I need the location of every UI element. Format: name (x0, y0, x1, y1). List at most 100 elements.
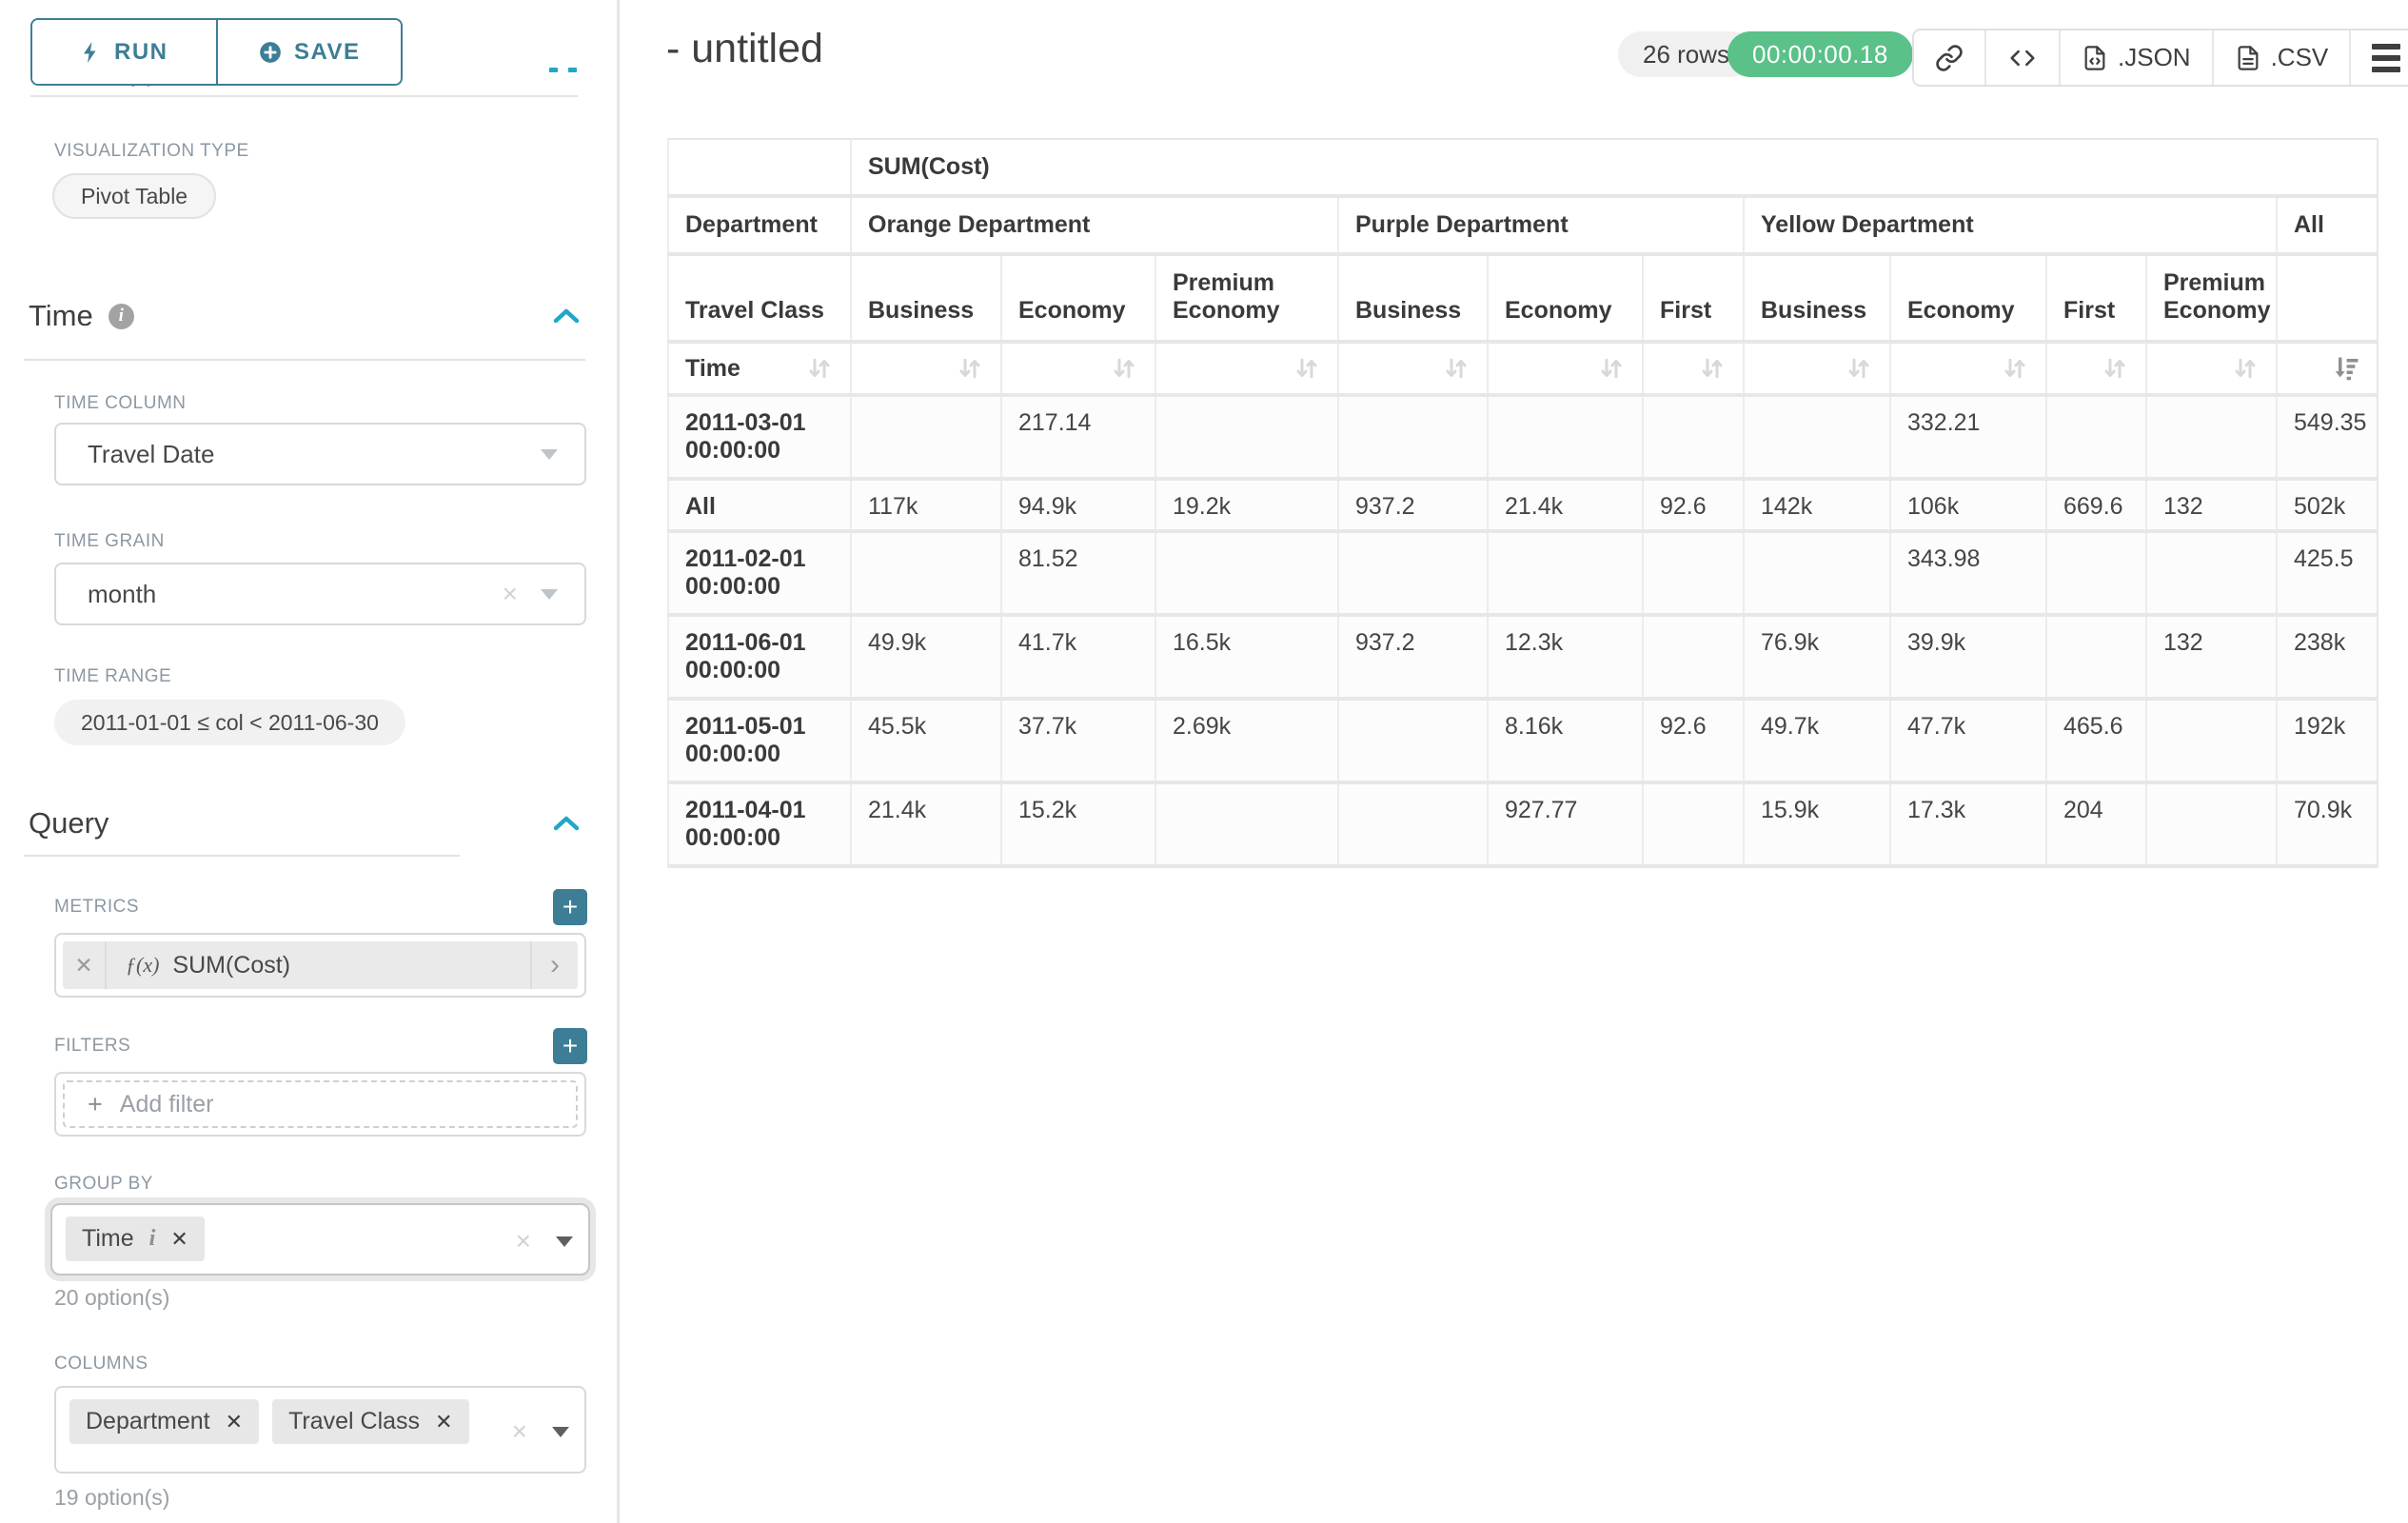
export-json-button[interactable]: .JSON (2059, 30, 2212, 85)
cell: 39.9k (1889, 615, 2046, 701)
cell: 465.6 (2045, 699, 2146, 784)
more-menu-button[interactable] (2349, 30, 2408, 85)
filters-label: FILTERS (54, 1036, 131, 1056)
class-header: First (2045, 254, 2146, 344)
columns-select[interactable]: Department ✕ Travel Class ✕ × (54, 1386, 586, 1474)
export-csv-button[interactable]: .CSV (2211, 30, 2350, 85)
column-sort-cell[interactable] (1155, 342, 1338, 397)
cell: 37.7k (1000, 699, 1155, 784)
row-header: All (667, 479, 851, 533)
metric-header-row: SUM(Cost) (667, 139, 2378, 198)
caret-down-icon[interactable] (556, 1236, 573, 1247)
columns-chip-travel-class[interactable]: Travel Class ✕ (272, 1399, 469, 1444)
cell: 92.6 (1642, 479, 1744, 533)
cell (1743, 531, 1890, 617)
sort-arrows-icon (809, 358, 830, 379)
sort-arrows-icon (1702, 358, 1723, 379)
cell (1642, 615, 1744, 701)
chevron-up-icon (553, 816, 580, 831)
chevron-right-icon[interactable]: › (530, 941, 578, 989)
class-header: First (1642, 254, 1744, 344)
add-metric-button[interactable]: + (553, 889, 587, 925)
class-header (2275, 254, 2378, 344)
caret-down-icon[interactable] (552, 1426, 569, 1437)
cell (1642, 395, 1744, 481)
cell: 937.2 (1337, 615, 1488, 701)
run-button[interactable]: RUN (32, 20, 216, 84)
column-sort-cell-active[interactable] (2275, 342, 2378, 397)
run-button-label: RUN (114, 38, 168, 65)
cell: 45.5k (850, 699, 1001, 784)
clear-all-icon[interactable]: × (511, 1416, 527, 1446)
cell: 238k (2275, 615, 2378, 701)
chart-title[interactable]: - untitled (666, 26, 823, 71)
group-by-select[interactable]: Time i ✕ × (50, 1203, 590, 1276)
embed-code-button[interactable] (1984, 30, 2059, 85)
time-grain-value: month (88, 579, 157, 608)
remove-metric-icon[interactable]: ✕ (63, 941, 107, 989)
class-header: Economy (1889, 254, 2046, 344)
cell: 12.3k (1487, 615, 1643, 701)
query-section-collapse[interactable] (552, 814, 581, 833)
cell: 332.21 (1889, 395, 2046, 481)
remove-chip-icon[interactable]: ✕ (170, 1226, 188, 1251)
remove-chip-icon[interactable]: ✕ (225, 1409, 244, 1434)
query-section-title: Query (29, 806, 109, 840)
cell (1487, 395, 1643, 481)
cell: 927.77 (1487, 782, 1643, 868)
time-column-value: Travel Date (88, 439, 215, 468)
row-header: 2011-06-01 00:00:00 (667, 615, 851, 701)
cell: 94.9k (1000, 479, 1155, 533)
columns-chip-department[interactable]: Department ✕ (69, 1399, 260, 1444)
cell: 49.9k (850, 615, 1001, 701)
add-filter-button[interactable]: + Add filter (63, 1080, 578, 1128)
time-range-label: TIME RANGE (54, 666, 172, 686)
time-range-pill[interactable]: 2011-01-01 ≤ col < 2011-06-30 (54, 700, 405, 745)
time-column-select[interactable]: Travel Date (54, 423, 586, 485)
column-info-icon[interactable]: i (148, 1226, 156, 1251)
chart-panel: - untitled 26 rows 00:00:00.18 .JSON .CS… (620, 0, 2408, 1523)
cell: 70.9k (2275, 782, 2378, 868)
remove-chip-icon[interactable]: ✕ (435, 1409, 453, 1434)
info-icon[interactable]: i (108, 303, 134, 329)
cell (1487, 531, 1643, 617)
save-button[interactable]: SAVE (215, 20, 401, 84)
export-toolbar: .JSON .CSV (1912, 29, 2408, 87)
class-header: Economy (1487, 254, 1643, 344)
add-filter-plus-button[interactable]: + (553, 1028, 587, 1064)
column-sort-cell[interactable] (2045, 342, 2146, 397)
cell: 92.6 (1642, 699, 1744, 784)
clear-x-icon[interactable]: × (502, 579, 518, 608)
cell (1155, 395, 1338, 481)
export-csv-label: .CSV (2270, 43, 2329, 71)
time-section-collapse[interactable] (552, 307, 581, 326)
column-sort-cell[interactable] (1743, 342, 1890, 397)
column-sort-cell[interactable] (1000, 342, 1155, 397)
copy-link-button[interactable] (1914, 30, 1984, 85)
group-by-label: GROUP BY (54, 1174, 153, 1194)
column-sort-cell[interactable] (1642, 342, 1744, 397)
time-sort-cell[interactable]: Time (667, 342, 851, 397)
group-by-chip-time[interactable]: Time i ✕ (66, 1216, 205, 1261)
time-column-label: TIME COLUMN (54, 393, 187, 413)
caret-down-icon (541, 588, 558, 600)
visualization-type-pill[interactable]: Pivot Table (52, 173, 217, 219)
cell (1337, 395, 1488, 481)
row-header: 2011-03-01 00:00:00 (667, 395, 851, 481)
column-sort-cell[interactable] (850, 342, 1001, 397)
cell: 2.69k (1155, 699, 1338, 784)
columns-label: COLUMNS (54, 1354, 148, 1374)
column-sort-cell[interactable] (1889, 342, 2046, 397)
cell (2145, 395, 2277, 481)
time-grain-select[interactable]: month × (54, 563, 586, 625)
clear-all-icon[interactable]: × (515, 1226, 531, 1256)
hamburger-icon (2372, 43, 2401, 72)
metric-pill[interactable]: ✕ ƒ(x) SUM(Cost) › (63, 941, 578, 989)
column-sort-cell[interactable] (2145, 342, 2277, 397)
column-sort-cell[interactable] (1487, 342, 1643, 397)
cell (1337, 531, 1488, 617)
cell (2145, 699, 2277, 784)
cell (2145, 531, 2277, 617)
row-dimension-label: Time (685, 354, 740, 382)
column-sort-cell[interactable] (1337, 342, 1488, 397)
